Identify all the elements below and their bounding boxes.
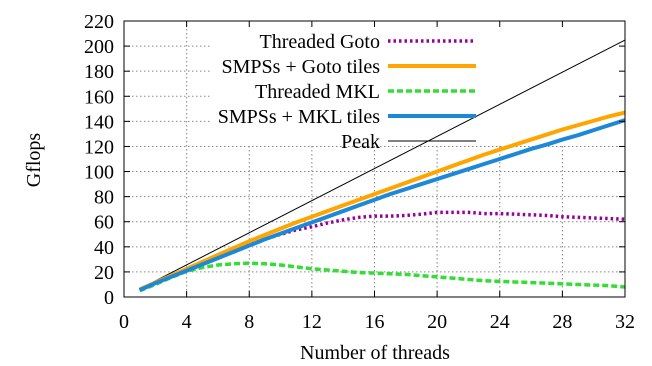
legend: Threaded Goto SMPSs + Goto tiles Threaded … <box>218 31 476 153</box>
x-tick-label: 20 <box>427 311 447 333</box>
series-line-smpss-mkl-tiles <box>138 118 626 292</box>
series-line-smpss-goto-tiles <box>138 110 626 292</box>
legend-label: Peak <box>341 131 380 153</box>
x-tick-label: 16 <box>365 311 385 333</box>
x-tick-label: 8 <box>244 311 254 333</box>
x-tick-label: 12 <box>302 311 322 333</box>
legend-label: Threaded MKL <box>255 81 380 103</box>
x-tick-label: 28 <box>552 311 572 333</box>
series-lines <box>138 39 626 293</box>
x-tick-label: 0 <box>119 311 129 333</box>
series-line-threaded-mkl <box>139 261 626 293</box>
y-tick-label: 180 <box>84 61 114 83</box>
y-tick-label: 160 <box>84 86 114 108</box>
axes: 0 4 8 12 16 20 24 28 32 0 20 40 60 80 100 120 140 160 180 2… <box>84 11 635 333</box>
legend-label: SMPSs + Goto tiles <box>221 56 380 78</box>
x-tick-label: 4 <box>182 311 192 333</box>
y-axis-label: Gflops <box>23 133 45 188</box>
legend-label: SMPSs + MKL tiles <box>218 106 380 128</box>
series-line-peak <box>139 39 626 290</box>
x-tick-label: 24 <box>490 311 510 333</box>
y-tick-label: 120 <box>84 136 114 158</box>
x-axis-label: Number of threads <box>300 342 450 364</box>
y-tick-label: 40 <box>94 237 114 259</box>
series-line-threaded-goto <box>138 210 626 292</box>
legend-label: Threaded Goto <box>259 31 380 53</box>
y-tick-label: 20 <box>94 262 114 284</box>
y-tick-label: 220 <box>84 11 114 33</box>
y-tick-label: 0 <box>104 287 114 309</box>
x-tick-label: 32 <box>615 311 635 333</box>
y-tick-label: 200 <box>84 36 114 58</box>
y-tick-label: 100 <box>84 162 114 184</box>
y-tick-label: 60 <box>94 212 114 234</box>
y-tick-label: 140 <box>84 111 114 133</box>
y-tick-label: 80 <box>94 187 114 209</box>
